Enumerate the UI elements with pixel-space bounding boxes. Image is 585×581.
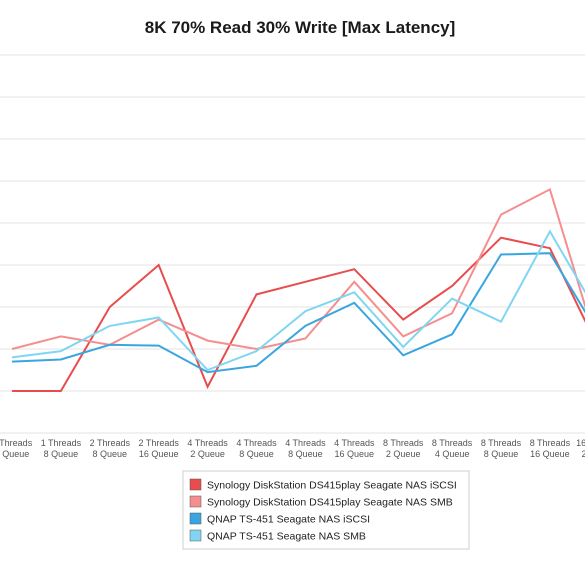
x-tick-label: 4 Threads 8 Queue xyxy=(285,438,326,459)
x-tick-label: 4 Threads 16 Queue xyxy=(334,438,375,459)
series-line-1 xyxy=(12,236,585,392)
x-tick-label: 8 Threads 2 Queue xyxy=(383,438,424,459)
x-tick-label: 4 Threads 8 Queue xyxy=(236,438,277,459)
legend-swatch-1 xyxy=(189,478,202,491)
legend-label-4: QNAP TS-451 Seagate NAS SMB xyxy=(207,531,366,543)
legend-swatch-2 xyxy=(189,495,202,508)
legend-label-3: QNAP TS-451 Seagate NAS iSCSI xyxy=(207,514,370,526)
legend-label-2: Synology DiskStation DS415play Seagate N… xyxy=(207,497,453,509)
legend-box xyxy=(182,470,470,550)
grid-lines xyxy=(0,54,585,434)
x-tick-label: 4 Threads 2 Queue xyxy=(187,438,228,459)
x-tick-label: 8 Threads 8 Queue xyxy=(481,438,522,459)
legend-swatch-4 xyxy=(189,529,202,542)
legend-label-1: Synology DiskStation DS415play Seagate N… xyxy=(207,480,457,492)
x-tick-label: 2 Threads 16 Queue xyxy=(139,438,180,459)
x-tick-label: 8 Threads 4 Queue xyxy=(432,438,473,459)
x-tick-label: 8 Threads 16 Queue xyxy=(530,438,571,459)
series-lines xyxy=(11,187,585,392)
x-tick-label: 2 Threads 8 Queue xyxy=(90,438,131,459)
x-tick-label: 1 Threads 8 Queue xyxy=(41,438,82,459)
chart-title: 8K 70% Read 30% Write [Max Latency] xyxy=(144,18,456,37)
series-line-3 xyxy=(11,252,585,374)
series-line-4 xyxy=(11,229,585,372)
legend-swatch-3 xyxy=(189,512,202,525)
series-line-2 xyxy=(11,187,585,351)
legend: Synology DiskStation DS415play Seagate N… xyxy=(182,470,470,550)
